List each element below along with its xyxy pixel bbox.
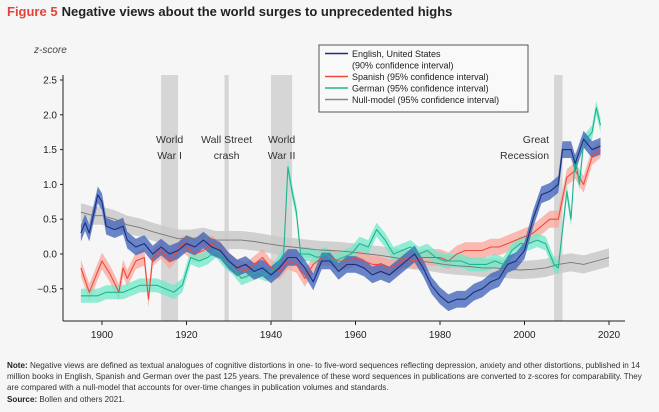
- y-axis-label: z-score: [33, 45, 67, 56]
- figure-label: Figure 5: [7, 4, 58, 19]
- confidence-bands: [80, 100, 609, 312]
- source-text: Bollen and others 2021.: [39, 394, 125, 404]
- series-line-spanish: [80, 149, 601, 300]
- y-tick-label: 0.5: [43, 215, 57, 226]
- legend-label: German (95% confidence interval): [352, 84, 489, 94]
- series-line-german: [80, 107, 602, 297]
- x-tick-label: 1980: [429, 330, 452, 341]
- event-label: World: [268, 134, 295, 146]
- x-tick-label: 2000: [513, 330, 536, 341]
- legend: English, United States (90% confidence in…: [318, 44, 529, 113]
- series-lines: [80, 107, 610, 304]
- ci-band-english: [80, 130, 601, 312]
- x-tick-label: 2020: [598, 330, 621, 341]
- figure-note: Note: Negative views are defined as text…: [7, 360, 655, 405]
- x-tick-label: 1900: [91, 330, 114, 341]
- y-tick-label: 1.5: [43, 145, 57, 156]
- y-tick-label: 0.0: [43, 250, 57, 261]
- y-tick-label: 1.0: [43, 180, 57, 191]
- legend-label: English, United States: [352, 49, 441, 59]
- event-band-wall-street-crash: [224, 75, 229, 321]
- y-tick-label: −0.5: [37, 284, 57, 295]
- legend-label: Null-model (95% confidence interval): [352, 95, 499, 105]
- legend-sublabel: (90% confidence interval): [352, 61, 454, 71]
- event-label: Wall Street: [201, 134, 252, 146]
- event-label: War I: [157, 150, 182, 162]
- figure-title: Figure 5 Negative views about the world s…: [7, 4, 452, 19]
- chart: World War I Wall Street crash World War II Gre…: [33, 44, 625, 341]
- legend-label: Spanish (95% confidence interval): [352, 72, 489, 82]
- legend-box: [318, 44, 529, 113]
- event-label: Recession: [500, 150, 549, 162]
- note-label: Note:: [7, 361, 28, 370]
- series-line-english: [80, 138, 601, 304]
- event-label: crash: [214, 150, 240, 162]
- event-band-world-war-ii: [271, 75, 293, 321]
- note-text: Negative views are defined as textual an…: [7, 361, 642, 393]
- event-label: War II: [268, 150, 296, 162]
- y-tick-label: 2.5: [43, 76, 57, 87]
- x-tick-label: 1920: [175, 330, 198, 341]
- axes: z-score 2.5 2.0 1.5 1.0 0.5 0.0 −0.5 1900 1920 19…: [33, 45, 625, 341]
- y-tick-label: 2.0: [43, 110, 57, 121]
- x-tick-label: 1960: [344, 330, 367, 341]
- event-label: Great: [523, 134, 549, 146]
- source-label: Source:: [7, 394, 38, 404]
- x-tick-label: 1940: [260, 330, 283, 341]
- event-band-great-recession: [554, 75, 563, 321]
- event-label: World: [156, 134, 183, 146]
- figure-title-text: Negative views about the world surges to…: [61, 4, 453, 19]
- series-line-null-model: [80, 211, 610, 271]
